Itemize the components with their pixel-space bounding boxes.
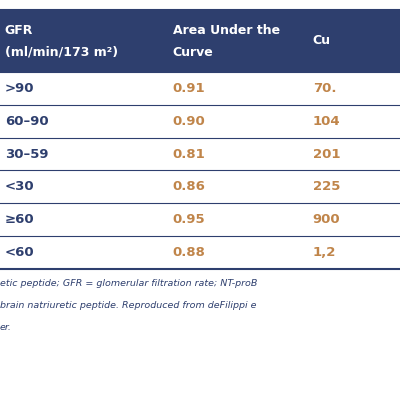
- Text: (ml/min/173 m²): (ml/min/173 m²): [5, 46, 118, 59]
- Text: 0.81: 0.81: [173, 148, 206, 160]
- Text: Cu: Cu: [313, 34, 331, 48]
- Text: 225: 225: [313, 180, 340, 193]
- FancyBboxPatch shape: [0, 105, 400, 138]
- Text: 0.90: 0.90: [173, 115, 206, 128]
- Text: 1,2: 1,2: [313, 246, 336, 259]
- FancyBboxPatch shape: [0, 138, 400, 170]
- Text: <30: <30: [5, 180, 34, 193]
- Text: Area Under the: Area Under the: [173, 24, 280, 38]
- Text: 900: 900: [313, 213, 340, 226]
- Text: GFR: GFR: [5, 24, 33, 38]
- Text: ≥60: ≥60: [5, 213, 34, 226]
- Text: 0.91: 0.91: [173, 82, 206, 95]
- FancyBboxPatch shape: [0, 10, 400, 72]
- Text: etic peptide; GFR = glomerular filtration rate; NT-proB: etic peptide; GFR = glomerular filtratio…: [0, 279, 257, 288]
- Text: <60: <60: [5, 246, 34, 259]
- Text: 104: 104: [313, 115, 340, 128]
- Text: er.: er.: [0, 323, 12, 332]
- FancyBboxPatch shape: [0, 72, 400, 105]
- FancyBboxPatch shape: [0, 170, 400, 203]
- Text: 60–90: 60–90: [5, 115, 48, 128]
- Text: >90: >90: [5, 82, 34, 95]
- Text: 30–59: 30–59: [5, 148, 48, 160]
- Text: 0.95: 0.95: [173, 213, 206, 226]
- Text: 0.86: 0.86: [173, 180, 206, 193]
- Text: Curve: Curve: [173, 46, 214, 59]
- Text: 201: 201: [313, 148, 340, 160]
- FancyBboxPatch shape: [0, 236, 400, 269]
- Text: brain natriuretic peptide. Reproduced from deFilippi e: brain natriuretic peptide. Reproduced fr…: [0, 301, 256, 310]
- Text: 70.: 70.: [313, 82, 336, 95]
- FancyBboxPatch shape: [0, 203, 400, 236]
- Text: 0.88: 0.88: [173, 246, 206, 259]
